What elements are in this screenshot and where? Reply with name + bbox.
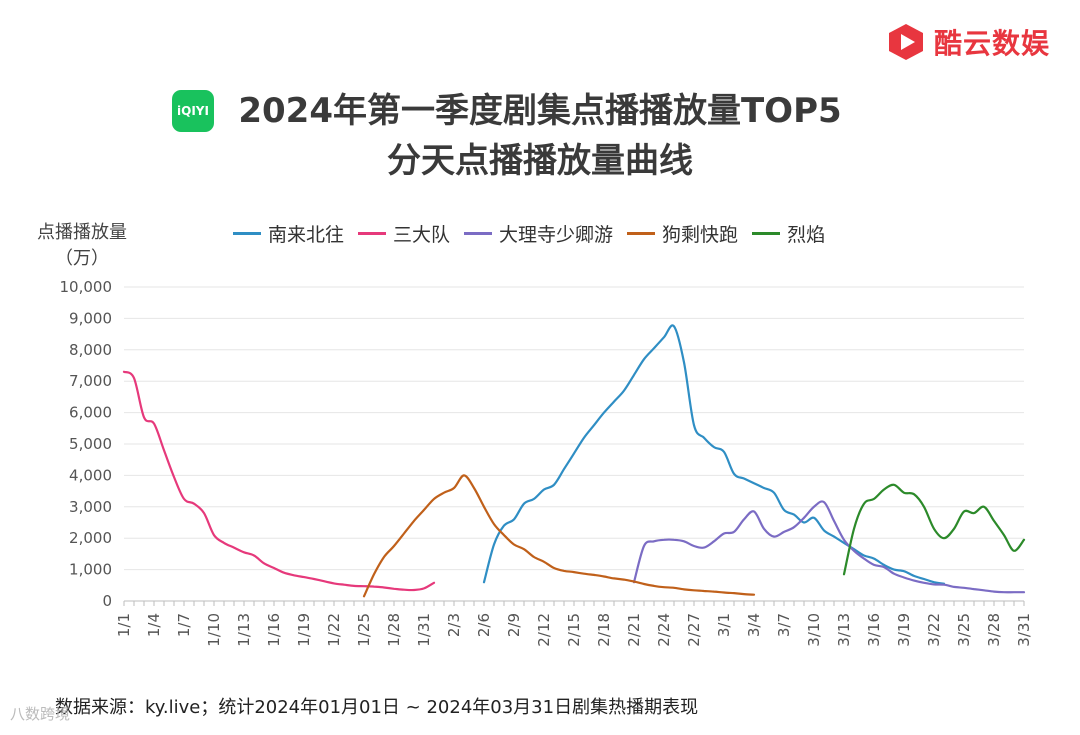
x-tick-label: 3/31 — [1015, 613, 1033, 647]
legend-label: 狗剩快跑 — [662, 224, 739, 246]
y-tick-label: 0 — [102, 592, 112, 610]
series-line — [482, 324, 946, 585]
series-line — [842, 483, 1026, 576]
x-tick-label: 2/18 — [595, 613, 613, 647]
title-line-1: 2024年第一季度剧集点播播放量TOP5 — [238, 91, 842, 131]
legend-item: 烈焰 — [752, 220, 825, 247]
y-tick-label: 2,000 — [69, 529, 112, 547]
y-axis-label-line-1: 点播播放量 — [37, 222, 127, 243]
x-tick-label: 2/6 — [475, 613, 493, 637]
legend-swatch — [358, 232, 387, 235]
x-tick-label: 1/25 — [355, 613, 373, 647]
footnote: 数据来源：ky.live；统计2024年01月01日 ~ 2024年03月31日… — [55, 697, 699, 718]
y-tick-label: 5,000 — [69, 435, 112, 453]
title-line-2: 分天点播播放量曲线 — [387, 141, 693, 181]
x-tick-label: 3/1 — [715, 613, 733, 637]
x-tick-label: 2/12 — [535, 613, 553, 647]
x-tick-label: 2/24 — [655, 613, 673, 647]
legend-swatch — [627, 232, 656, 235]
grid-lines — [124, 286, 1024, 602]
y-axis-ticks: 0 1,000 2,000 3,000 4,000 5,000 6,000 7,000 8,00… — [60, 278, 113, 610]
series-line — [362, 474, 756, 598]
y-tick-label: 4,000 — [69, 466, 112, 484]
legend-item: 南来北往 — [233, 220, 344, 247]
series-lines — [122, 324, 1026, 598]
y-axis-label: 点播播放量 （万） — [26, 220, 138, 272]
legend-swatch — [233, 232, 261, 235]
legend-swatch — [752, 232, 781, 235]
x-tick-label: 3/4 — [745, 613, 763, 637]
y-tick-label: 7,000 — [69, 372, 112, 390]
x-tick-label: 1/10 — [205, 613, 223, 647]
x-tick-label: 2/15 — [565, 613, 583, 647]
x-tick-label: 1/1 — [115, 613, 133, 637]
x-tick-label: 3/28 — [985, 613, 1003, 647]
x-tick-label: 3/10 — [805, 613, 823, 647]
y-tick-label: 6,000 — [69, 404, 112, 422]
series-line — [632, 500, 1026, 594]
y-tick-label: 10,000 — [60, 278, 113, 296]
x-tick-label: 2/9 — [505, 613, 523, 637]
x-tick-label: 1/31 — [415, 613, 433, 647]
brand-name: 酷云数娱 — [933, 27, 1050, 60]
x-tick-label: 3/13 — [835, 613, 853, 647]
y-tick-label: 3,000 — [69, 498, 112, 516]
y-tick-label: 1,000 — [69, 561, 112, 579]
x-tick-label: 3/22 — [925, 613, 943, 647]
x-tick-label: 1/16 — [265, 613, 283, 647]
legend-item: 三大队 — [358, 220, 450, 247]
legend-item: 狗剩快跑 — [627, 220, 738, 247]
legend-swatch — [464, 232, 493, 235]
y-axis-label-line-2: （万） — [55, 248, 109, 269]
x-tick-label: 3/19 — [895, 613, 913, 647]
chart-title: 2024年第一季度剧集点播播放量TOP5 分天点播播放量曲线 — [0, 86, 1080, 186]
x-tick-label: 1/22 — [325, 613, 343, 647]
iqiyi-logo-icon: iQIYI — [172, 90, 214, 132]
x-tick-label: 3/25 — [955, 613, 973, 647]
x-tick-label: 3/16 — [865, 613, 883, 647]
series-line — [122, 370, 436, 592]
x-tick-label: 1/28 — [385, 613, 403, 647]
y-tick-label: 9,000 — [69, 309, 112, 327]
x-axis-ticks: 1/1 1/4 1/7 1/10 1/13 1/16 1/19 1/22 1/25 1/28 1/3… — [115, 601, 1033, 647]
x-tick-label: 3/7 — [775, 613, 793, 637]
x-tick-label: 2/27 — [685, 613, 703, 647]
watermark: 八数跨境 — [10, 705, 71, 723]
y-tick-label: 8,000 — [69, 341, 112, 359]
x-tick-label: 2/3 — [445, 613, 463, 637]
legend: 南来北往 三大队 大理寺少卿游 狗剩快跑 烈焰 — [233, 220, 825, 247]
x-tick-label: 1/13 — [235, 613, 253, 647]
legend-label: 南来北往 — [268, 224, 345, 246]
x-tick-label: 2/21 — [625, 613, 643, 647]
x-tick-label: 1/4 — [145, 613, 163, 637]
brand: 酷云数娱 — [886, 22, 1050, 62]
legend-label: 三大队 — [393, 224, 451, 246]
play-hexagon-icon — [888, 24, 923, 60]
legend-item: 大理寺少卿游 — [464, 220, 613, 247]
legend-label: 烈焰 — [787, 224, 826, 246]
legend-label: 大理寺少卿游 — [499, 224, 614, 246]
x-tick-label: 1/7 — [175, 613, 193, 637]
x-tick-label: 1/19 — [295, 613, 313, 647]
